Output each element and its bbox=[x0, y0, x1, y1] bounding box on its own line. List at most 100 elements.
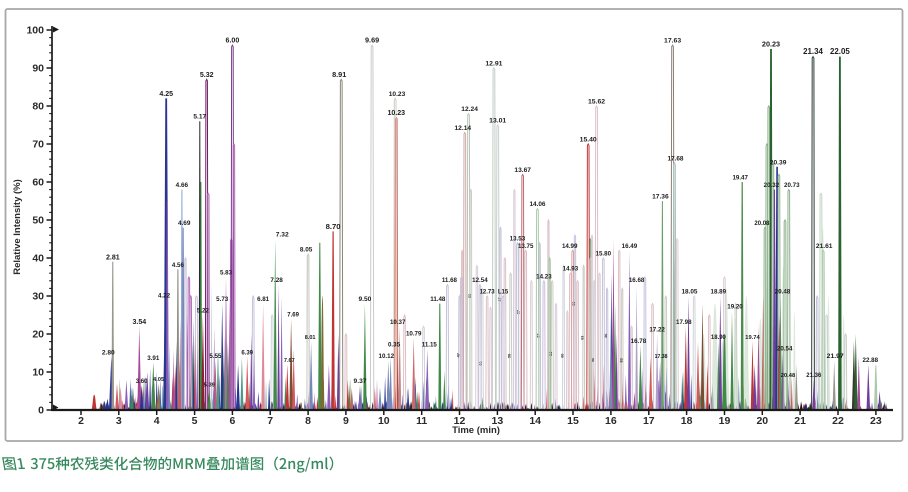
svg-text:21.97: 21.97 bbox=[827, 353, 844, 360]
svg-text:Time (min): Time (min) bbox=[452, 425, 500, 436]
svg-text:3.60: 3.60 bbox=[136, 379, 148, 385]
svg-text:9: 9 bbox=[343, 415, 349, 427]
svg-text:12.24: 12.24 bbox=[461, 106, 478, 113]
svg-text:14.99: 14.99 bbox=[562, 243, 578, 250]
svg-text:4: 4 bbox=[154, 415, 160, 427]
svg-text:80: 80 bbox=[32, 101, 44, 113]
svg-text:22: 22 bbox=[832, 415, 844, 427]
svg-text:21.36: 21.36 bbox=[806, 373, 822, 379]
svg-text:10.37: 10.37 bbox=[390, 319, 406, 326]
svg-text:13.75: 13.75 bbox=[518, 243, 534, 250]
svg-text:9.37: 9.37 bbox=[354, 378, 367, 385]
svg-text:100: 100 bbox=[26, 25, 44, 37]
svg-text:5.39: 5.39 bbox=[204, 383, 215, 389]
svg-text:8.05: 8.05 bbox=[300, 247, 313, 254]
svg-text:7.32: 7.32 bbox=[276, 232, 289, 239]
svg-text:21.61: 21.61 bbox=[816, 243, 833, 250]
svg-text:7.67: 7.67 bbox=[284, 358, 295, 364]
svg-text:20.32: 20.32 bbox=[764, 182, 780, 189]
svg-text:13.53: 13.53 bbox=[510, 235, 526, 242]
svg-text:13: 13 bbox=[492, 415, 504, 427]
svg-text:4.05: 4.05 bbox=[153, 377, 165, 383]
svg-text:16.49: 16.49 bbox=[622, 243, 638, 250]
svg-text:20.48: 20.48 bbox=[781, 373, 796, 379]
svg-text:20.08: 20.08 bbox=[754, 221, 770, 227]
svg-text:6: 6 bbox=[229, 415, 235, 427]
svg-text:56: 56 bbox=[604, 334, 608, 338]
svg-text:90: 90 bbox=[32, 63, 44, 75]
svg-text:4.56: 4.56 bbox=[172, 262, 185, 269]
svg-text:4.25: 4.25 bbox=[159, 91, 173, 98]
svg-text:14.93: 14.93 bbox=[563, 266, 579, 273]
svg-text:2.80: 2.80 bbox=[102, 349, 115, 356]
svg-text:8.01: 8.01 bbox=[305, 335, 316, 341]
svg-text:5.83: 5.83 bbox=[220, 270, 233, 277]
svg-text:20.73: 20.73 bbox=[784, 182, 800, 189]
svg-text:8.91: 8.91 bbox=[332, 70, 346, 79]
svg-text:21.34: 21.34 bbox=[803, 47, 823, 56]
svg-text:Relative Intensity (%): Relative Intensity (%) bbox=[12, 179, 23, 275]
svg-text:18.89: 18.89 bbox=[711, 289, 727, 296]
svg-text:3: 3 bbox=[116, 415, 122, 427]
svg-text:3.54: 3.54 bbox=[132, 319, 146, 326]
svg-text:14.06: 14.06 bbox=[529, 201, 545, 208]
svg-text:12: 12 bbox=[454, 415, 466, 427]
svg-text:5: 5 bbox=[192, 415, 198, 427]
svg-text:10.12: 10.12 bbox=[379, 353, 395, 360]
svg-text:10.23: 10.23 bbox=[389, 91, 406, 98]
svg-text:11: 11 bbox=[416, 415, 427, 427]
svg-text:20.39: 20.39 bbox=[770, 159, 787, 166]
svg-text:17.38: 17.38 bbox=[655, 354, 668, 360]
svg-text:10.79: 10.79 bbox=[406, 330, 422, 337]
svg-text:15.62: 15.62 bbox=[588, 99, 605, 106]
svg-text:18.90: 18.90 bbox=[711, 335, 727, 341]
svg-text:17.98: 17.98 bbox=[676, 319, 692, 326]
svg-text:12.91: 12.91 bbox=[485, 61, 502, 68]
svg-text:10: 10 bbox=[378, 415, 390, 427]
svg-text:5.73: 5.73 bbox=[216, 296, 229, 303]
svg-text:30: 30 bbox=[32, 291, 44, 303]
svg-text:20.48: 20.48 bbox=[775, 289, 791, 296]
svg-text:17.63: 17.63 bbox=[664, 38, 681, 45]
svg-text:4.66: 4.66 bbox=[176, 182, 189, 189]
svg-text:96: 96 bbox=[591, 358, 595, 362]
svg-text:50: 50 bbox=[32, 215, 44, 227]
svg-text:3.91: 3.91 bbox=[147, 355, 160, 362]
svg-text:7: 7 bbox=[267, 415, 273, 427]
svg-text:18.05: 18.05 bbox=[681, 289, 697, 296]
svg-text:0.35: 0.35 bbox=[388, 342, 401, 349]
svg-text:34: 34 bbox=[549, 351, 553, 356]
svg-text:6.81: 6.81 bbox=[257, 296, 270, 303]
svg-text:6.00: 6.00 bbox=[226, 38, 240, 45]
svg-text:18: 18 bbox=[681, 415, 693, 427]
svg-text:0: 0 bbox=[38, 405, 44, 417]
svg-text:12.73: 12.73 bbox=[480, 290, 496, 296]
svg-text:13.67: 13.67 bbox=[514, 167, 531, 174]
svg-text:5.17: 5.17 bbox=[193, 114, 206, 121]
svg-text:9.50: 9.50 bbox=[358, 296, 371, 303]
svg-text:14: 14 bbox=[529, 415, 541, 427]
svg-text:4.22: 4.22 bbox=[158, 292, 171, 299]
svg-text:20.23: 20.23 bbox=[762, 40, 780, 49]
svg-text:60: 60 bbox=[561, 354, 565, 358]
svg-text:17.36: 17.36 bbox=[652, 194, 669, 201]
svg-text:11.15: 11.15 bbox=[422, 342, 438, 349]
svg-text:16.78: 16.78 bbox=[631, 338, 647, 345]
svg-text:12.14: 12.14 bbox=[455, 125, 472, 132]
svg-text:7.69: 7.69 bbox=[287, 312, 299, 318]
svg-text:70: 70 bbox=[32, 139, 44, 151]
svg-text:8.70: 8.70 bbox=[326, 222, 341, 231]
svg-text:21: 21 bbox=[794, 415, 806, 427]
svg-text:23: 23 bbox=[870, 415, 882, 427]
svg-text:58: 58 bbox=[508, 354, 512, 358]
svg-text:16.68: 16.68 bbox=[629, 277, 645, 284]
svg-text:10.23: 10.23 bbox=[387, 110, 405, 117]
svg-text:20: 20 bbox=[756, 415, 768, 427]
svg-text:14.23: 14.23 bbox=[536, 273, 552, 280]
svg-text:15.80: 15.80 bbox=[596, 251, 612, 258]
svg-text:20.54: 20.54 bbox=[777, 346, 793, 353]
svg-text:40: 40 bbox=[32, 253, 44, 265]
svg-text:17: 17 bbox=[643, 415, 655, 427]
svg-text:9.69: 9.69 bbox=[365, 36, 379, 45]
svg-text:17.22: 17.22 bbox=[649, 327, 665, 334]
